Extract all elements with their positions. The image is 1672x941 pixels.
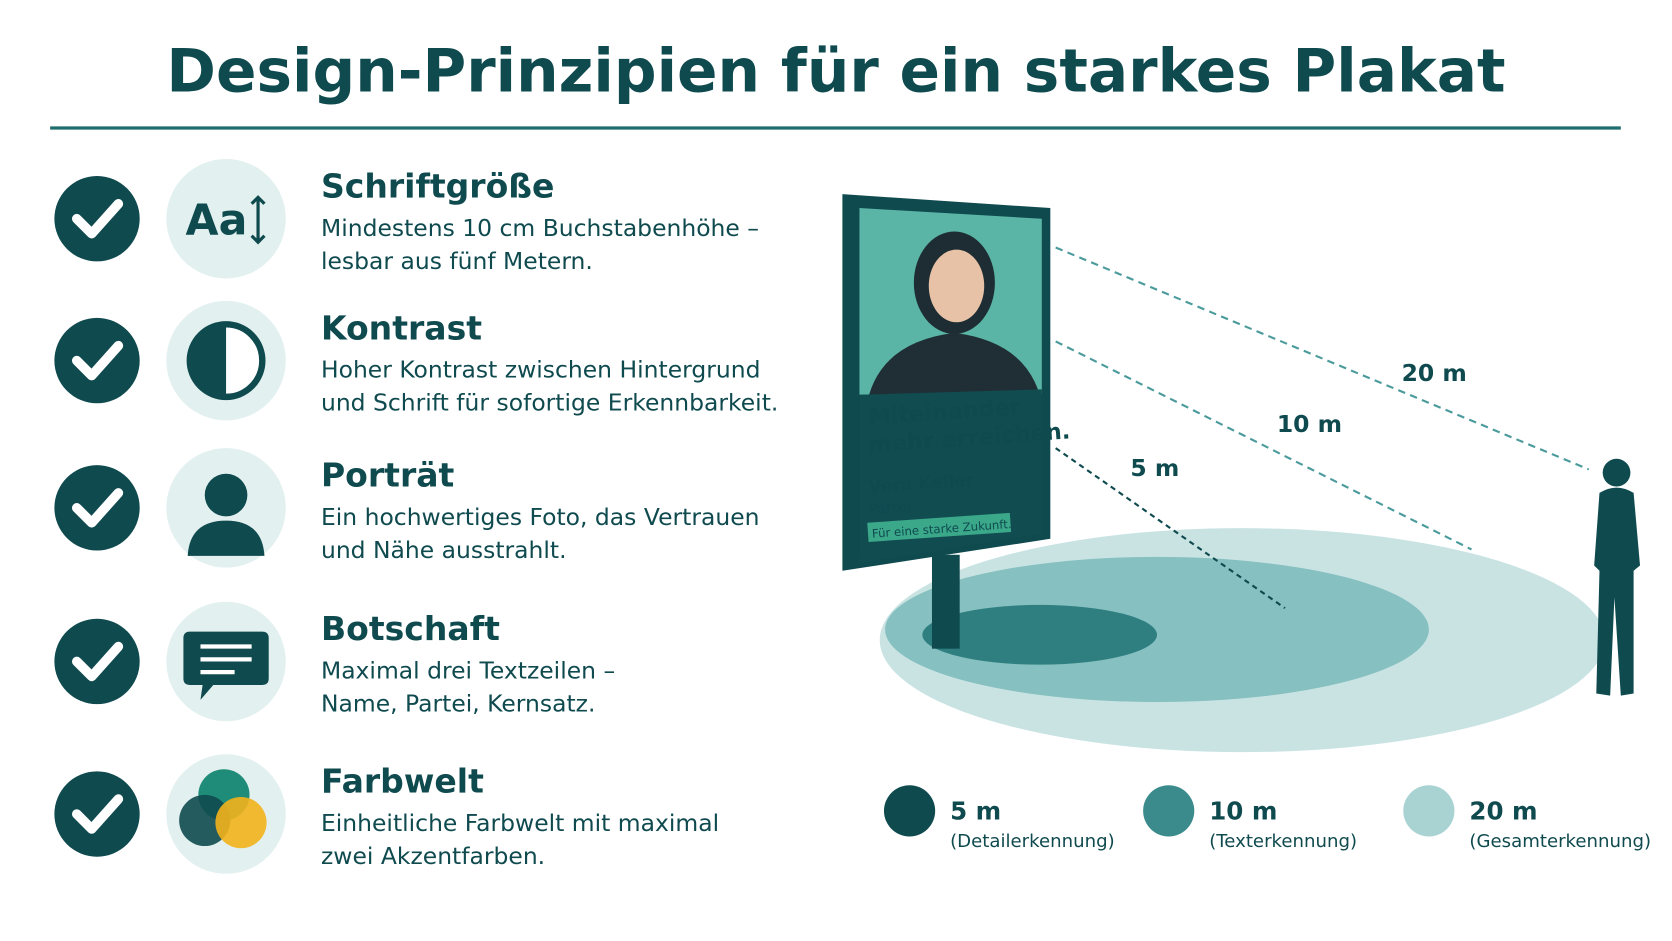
- person: [1594, 458, 1641, 696]
- distance-label: 5 m: [1130, 454, 1179, 482]
- principle-text: Hoher Kontrast zwischen Hintergrund: [321, 356, 761, 384]
- principle-text: zwei Akzentfarben.: [321, 842, 545, 870]
- check-mark: [71, 641, 124, 682]
- principle-text: Einheitliche Farbwelt mit maximal: [321, 809, 719, 837]
- principle-text: Maximal drei Textzeilen –: [321, 657, 615, 685]
- icon-arrow: [250, 195, 266, 245]
- check-mark: [71, 488, 124, 528]
- icon-aa: Aa: [186, 196, 248, 246]
- torso: [869, 332, 1040, 395]
- principle-title: Porträt: [321, 455, 455, 494]
- principle-title: Botschaft: [321, 609, 500, 648]
- zone-5m: [922, 604, 1157, 665]
- legend-swatch: [1403, 785, 1455, 837]
- principle-text: und Nähe ausstrahlt.: [321, 536, 567, 564]
- legend-swatch: [1143, 785, 1195, 837]
- icon-color: [215, 796, 267, 849]
- sightline-5: [1055, 447, 1286, 610]
- icon-contrast-half: [189, 324, 227, 397]
- icon-color: [179, 794, 231, 847]
- check-mark: [71, 198, 124, 239]
- legend-swatch: [883, 785, 936, 837]
- icon-person-head: [204, 473, 248, 517]
- principle-text: Name, Partei, Kernsatz.: [321, 690, 595, 718]
- distance-label: 20 m: [1402, 359, 1467, 387]
- legend-label: 20 m: [1469, 796, 1537, 825]
- distance-label: 10 m: [1277, 410, 1342, 438]
- legend-sublabel: (Texterkennung): [1209, 831, 1357, 852]
- principles: Aa Schriftgröße Mindestens 10 cm Buchstabe…: [54, 158, 778, 874]
- check-mark: [71, 794, 124, 834]
- check-circle: [54, 176, 140, 262]
- zone-10m: [885, 556, 1429, 703]
- check-circle: [54, 771, 140, 857]
- principle-text: lesbar aus fünf Metern.: [321, 247, 593, 275]
- sightline-10: [1055, 340, 1473, 551]
- check-mark: [71, 340, 124, 381]
- poster-slogan-bg: [867, 512, 1012, 542]
- legend-sublabel: (Gesamterkennung): [1469, 831, 1651, 852]
- principle-text: Mindestens 10 cm Buchstabenhöhe –: [321, 214, 759, 242]
- principle-title: Farbwelt: [321, 762, 484, 801]
- principle-title: Schriftgröße: [321, 166, 555, 205]
- icon-circle: [166, 158, 286, 279]
- legend-sublabel: (Detailerkennung): [950, 831, 1115, 852]
- legend-label: 10 m: [1209, 796, 1277, 825]
- principle-text: und Schrift für sofortige Erkennbarkeit.: [321, 389, 778, 417]
- sightline-20: [1055, 246, 1590, 471]
- poster-post: [931, 554, 960, 649]
- principle-text: Ein hochwertiges Foto, das Vertrauen: [321, 503, 760, 531]
- title: Design-Prinzipien für ein starkes Plakat: [166, 38, 1505, 107]
- icon-person-body: [187, 520, 265, 556]
- check-circle: [54, 317, 140, 404]
- poster-party: Partei: [868, 497, 912, 518]
- legend: 5 m (Detailerkennung) 10 m (Texterkennung) 2…: [883, 785, 1651, 852]
- check-circle: [54, 618, 140, 705]
- check-circle: [54, 465, 140, 551]
- face: [928, 249, 985, 323]
- legend-label: 5 m: [950, 796, 1001, 825]
- principle-title: Kontrast: [321, 308, 482, 347]
